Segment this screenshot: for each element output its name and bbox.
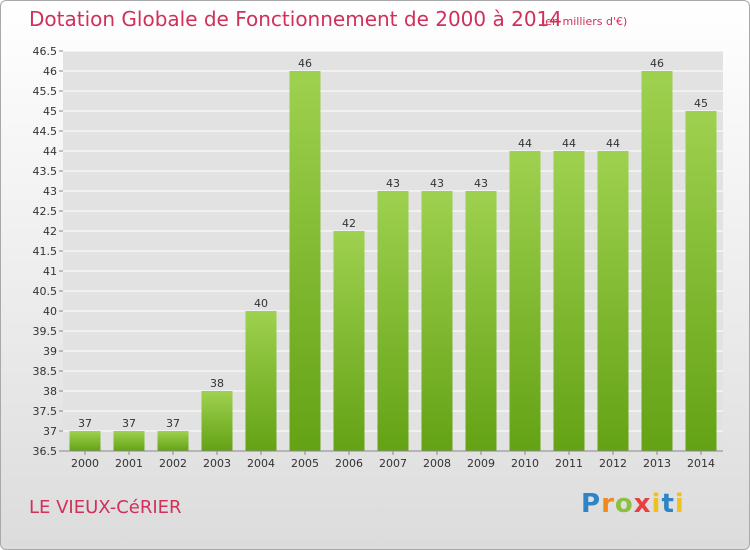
y-tick-label: 37.5 [33, 405, 58, 418]
logo-letter: r [601, 489, 615, 519]
y-tick-label: 44 [43, 145, 57, 158]
bar-2011 [553, 151, 585, 451]
x-tick-label: 2012 [599, 457, 627, 470]
data-labels: 37 37 37 38 40 46 42 43 43 43 44 44 44 46 45 [78, 57, 708, 430]
bar-2013 [641, 71, 673, 451]
x-axis: 2000 2001 2002 2003 2004 2005 2006 2007 2008 2009… [63, 450, 723, 470]
data-label: 43 [430, 177, 444, 190]
data-label: 42 [342, 217, 356, 230]
x-tick-label: 2003 [203, 457, 231, 470]
y-tick-label: 44.5 [33, 125, 58, 138]
data-label: 46 [650, 57, 664, 70]
y-tick-label: 46 [43, 65, 57, 78]
logo-letter: i [651, 489, 662, 519]
y-tick-label: 43.5 [33, 165, 58, 178]
y-tick-label: 43 [43, 185, 57, 198]
proxiti-logo[interactable]: Proxiti [581, 489, 685, 519]
data-label: 44 [518, 137, 532, 150]
y-tick-label: 40 [43, 305, 57, 318]
y-tick-label: 37 [43, 425, 57, 438]
y-tick-label: 42 [43, 225, 57, 238]
bar-2007 [377, 191, 409, 451]
bars [69, 71, 717, 451]
bar-2009 [465, 191, 497, 451]
data-label: 45 [694, 97, 708, 110]
x-tick-label: 2001 [115, 457, 143, 470]
y-tick-label: 45.5 [33, 85, 58, 98]
data-label: 37 [78, 417, 92, 430]
y-tick-label: 41 [43, 265, 57, 278]
x-tick-label: 2014 [687, 457, 715, 470]
data-label: 40 [254, 297, 268, 310]
y-tick-label: 38.5 [33, 365, 58, 378]
data-label: 37 [122, 417, 136, 430]
y-tick-label: 42.5 [33, 205, 58, 218]
bar-2002 [157, 431, 189, 451]
data-label: 43 [474, 177, 488, 190]
chart-title: Dotation Globale de Fonctionnement de 20… [29, 7, 562, 31]
bar-2012 [597, 151, 629, 451]
x-tick-label: 2010 [511, 457, 539, 470]
data-label: 44 [562, 137, 576, 150]
bar-2010 [509, 151, 541, 451]
x-tick-label: 2011 [555, 457, 583, 470]
x-tick-label: 2004 [247, 457, 275, 470]
bar-2001 [113, 431, 145, 451]
data-label: 46 [298, 57, 312, 70]
y-tick-label: 39 [43, 345, 57, 358]
y-tick-label: 41.5 [33, 245, 58, 258]
x-tick-label: 2006 [335, 457, 363, 470]
x-tick-label: 2000 [71, 457, 99, 470]
y-axis: 36.5 37 37.5 38 38.5 39 39.5 40 40.5 41 41.5 42 42.5… [33, 45, 63, 458]
logo-letter: i [674, 489, 685, 519]
bar-2004 [245, 311, 277, 451]
bar-2014 [685, 111, 717, 451]
logo-letter: t [661, 489, 675, 519]
data-label: 37 [166, 417, 180, 430]
x-tick-label: 2005 [291, 457, 319, 470]
logo-letter: o [614, 489, 634, 519]
commune-name: LE VIEUX-CéRIER [29, 497, 182, 518]
y-tick-label: 45 [43, 105, 57, 118]
x-tick-label: 2013 [643, 457, 671, 470]
y-tick-label: 38 [43, 385, 57, 398]
data-label: 43 [386, 177, 400, 190]
y-tick-label: 46.5 [33, 45, 58, 58]
chart-subtitle: (en milliers d'€) [541, 15, 628, 28]
bar-2003 [201, 391, 233, 451]
logo-letter: x [633, 489, 652, 519]
y-tick-label: 40.5 [33, 285, 58, 298]
bar-2006 [333, 231, 365, 451]
x-tick-label: 2002 [159, 457, 187, 470]
y-tick-label: 36.5 [33, 445, 58, 458]
bar-2000 [69, 431, 101, 451]
data-label: 44 [606, 137, 620, 150]
bar-2008 [421, 191, 453, 451]
x-tick-label: 2008 [423, 457, 451, 470]
x-tick-label: 2007 [379, 457, 407, 470]
logo-letter: P [581, 489, 602, 519]
bar-2005 [289, 71, 321, 451]
x-tick-label: 2009 [467, 457, 495, 470]
data-label: 38 [210, 377, 224, 390]
y-tick-label: 39.5 [33, 325, 58, 338]
